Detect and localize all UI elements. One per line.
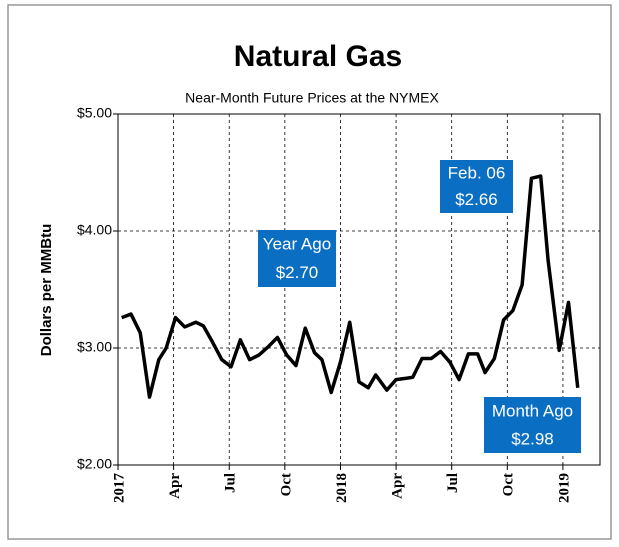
chart-subtitle: Near-Month Future Prices at the NYMEX <box>185 90 439 106</box>
annotation: Month Ago $2.98 <box>484 397 581 453</box>
annotation-text: Month Ago <box>492 401 573 420</box>
y-tick-label: $4.00 <box>77 222 112 238</box>
annotation-box <box>484 397 581 453</box>
chart-title: Natural Gas <box>234 40 402 73</box>
x-tick-label: 2018 <box>334 473 350 503</box>
y-tick-label: $5.00 <box>77 105 112 121</box>
annotation: Feb. 06 $2.66 <box>440 160 513 213</box>
annotation-text: $2.98 <box>511 429 554 448</box>
x-tick-label: Apr <box>167 473 183 499</box>
annotation: Year Ago $2.70 <box>258 230 336 287</box>
x-tick-label: Oct <box>501 473 517 496</box>
x-tick-label: Jul <box>445 473 461 493</box>
x-tick-label: Oct <box>278 473 294 496</box>
x-tick-label: 2017 <box>111 473 127 504</box>
annotation-box <box>440 160 513 213</box>
annotation-text: Year Ago <box>263 235 331 254</box>
frame <box>7 4 612 540</box>
x-tick-label: Jul <box>223 473 239 493</box>
y-axis-label: Dollars per MMBtu <box>38 224 55 357</box>
x-tick-label: 2019 <box>556 473 572 503</box>
y-tick-label: $2.00 <box>77 456 112 472</box>
annotation-text: $2.66 <box>455 190 498 209</box>
annotation-box <box>258 230 336 287</box>
price-line <box>121 174 580 399</box>
x-tick-label: Apr <box>390 473 406 499</box>
y-tick-label: $3.00 <box>77 339 112 355</box>
annotation-text: $2.70 <box>276 263 319 282</box>
plot-border <box>117 113 601 466</box>
annotation-text: Feb. 06 <box>448 164 506 183</box>
